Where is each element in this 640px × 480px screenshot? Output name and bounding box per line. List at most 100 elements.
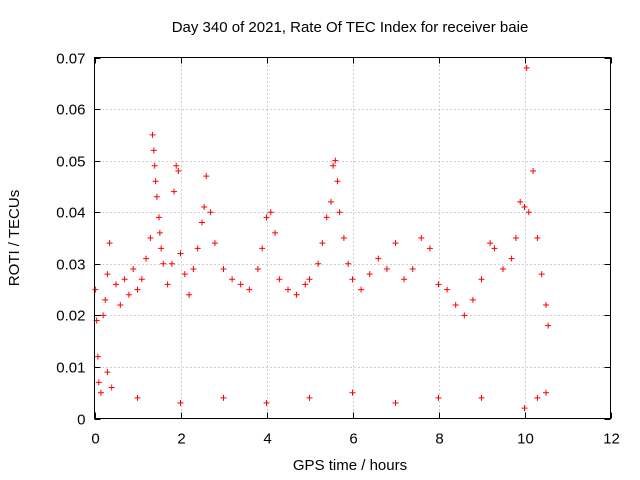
data-point	[426, 245, 433, 252]
data-point	[211, 240, 218, 247]
x-tick-label: 4	[263, 431, 271, 448]
data-point	[276, 276, 283, 283]
data-point	[469, 296, 476, 303]
data-point	[538, 271, 545, 278]
data-point	[121, 276, 128, 283]
data-point	[104, 271, 111, 278]
data-point	[246, 286, 253, 293]
data-point	[158, 245, 165, 252]
data-point	[190, 265, 197, 272]
data-point	[160, 260, 167, 267]
data-point	[366, 271, 373, 278]
data-point	[104, 369, 111, 376]
y-tick-label: 0.01	[56, 360, 85, 377]
data-point	[543, 302, 549, 309]
data-point	[106, 240, 113, 247]
data-point	[444, 286, 451, 293]
plot-frame	[94, 57, 611, 419]
data-point	[328, 198, 334, 205]
data-point	[168, 260, 175, 267]
x-axis-ticks: 0 2 4 6 8 10 12	[91, 57, 620, 448]
data-point	[95, 379, 102, 386]
data-point	[177, 400, 184, 407]
data-point	[525, 209, 532, 216]
data-point	[293, 291, 300, 298]
data-point	[272, 229, 279, 236]
data-point	[534, 235, 541, 241]
data-point	[259, 245, 266, 252]
data-point	[383, 265, 390, 272]
data-point	[156, 214, 162, 221]
data-point	[100, 312, 107, 319]
data-point	[345, 260, 352, 267]
data-point	[199, 219, 205, 226]
data-point	[349, 276, 356, 283]
x-axis-label: GPS time / hours	[293, 457, 407, 474]
data-points	[92, 64, 552, 412]
data-point	[461, 312, 468, 319]
data-point	[156, 229, 163, 236]
y-tick-label: 0.04	[56, 205, 85, 222]
data-point	[491, 245, 498, 252]
x-tick-label: 2	[177, 431, 185, 448]
data-point	[143, 255, 150, 262]
data-point	[134, 286, 141, 293]
data-point	[409, 265, 416, 272]
data-point	[181, 271, 188, 278]
data-point	[435, 281, 442, 288]
data-point	[254, 265, 261, 272]
data-point	[358, 286, 365, 293]
data-point	[94, 353, 101, 360]
data-point	[517, 198, 524, 205]
data-point	[330, 162, 337, 169]
data-point	[97, 389, 104, 396]
data-point	[323, 214, 330, 221]
data-point	[152, 178, 159, 185]
data-point	[534, 394, 541, 401]
data-point	[229, 276, 236, 283]
data-point	[194, 245, 201, 252]
data-point	[315, 260, 322, 267]
data-point	[478, 394, 485, 401]
data-point	[138, 276, 145, 283]
data-point	[478, 276, 485, 283]
data-point	[336, 209, 343, 216]
data-point	[306, 394, 313, 401]
data-point	[134, 394, 141, 401]
data-point	[523, 64, 530, 71]
data-point	[173, 162, 180, 169]
grid-lines	[94, 57, 611, 419]
y-tick-label: 0.02	[56, 308, 85, 325]
data-point	[543, 389, 549, 396]
data-point	[375, 255, 382, 262]
data-point	[220, 265, 227, 272]
y-tick-label: 0	[77, 412, 85, 429]
data-point	[102, 296, 109, 303]
data-point	[186, 291, 193, 298]
data-point	[113, 281, 119, 288]
y-axis-label: ROTI / TECUs	[6, 190, 23, 286]
data-point	[401, 276, 408, 283]
x-tick-label: 10	[517, 431, 534, 448]
data-point	[171, 188, 178, 195]
x-tick-label: 12	[603, 431, 620, 448]
y-tick-label: 0.07	[56, 51, 85, 68]
data-point	[130, 265, 137, 272]
data-point	[418, 235, 425, 241]
data-point	[392, 400, 399, 407]
data-point	[267, 209, 274, 216]
data-point	[203, 173, 210, 180]
data-point	[108, 384, 115, 391]
y-tick-label: 0.03	[56, 257, 85, 274]
data-point	[334, 178, 341, 185]
data-point	[521, 405, 528, 412]
data-point	[332, 157, 339, 164]
data-point	[263, 214, 270, 221]
data-point	[349, 389, 356, 396]
data-point	[117, 302, 124, 309]
data-point	[302, 281, 309, 288]
data-point	[153, 193, 160, 200]
data-point	[201, 204, 208, 211]
x-tick-label: 6	[349, 431, 357, 448]
data-point	[263, 400, 270, 407]
